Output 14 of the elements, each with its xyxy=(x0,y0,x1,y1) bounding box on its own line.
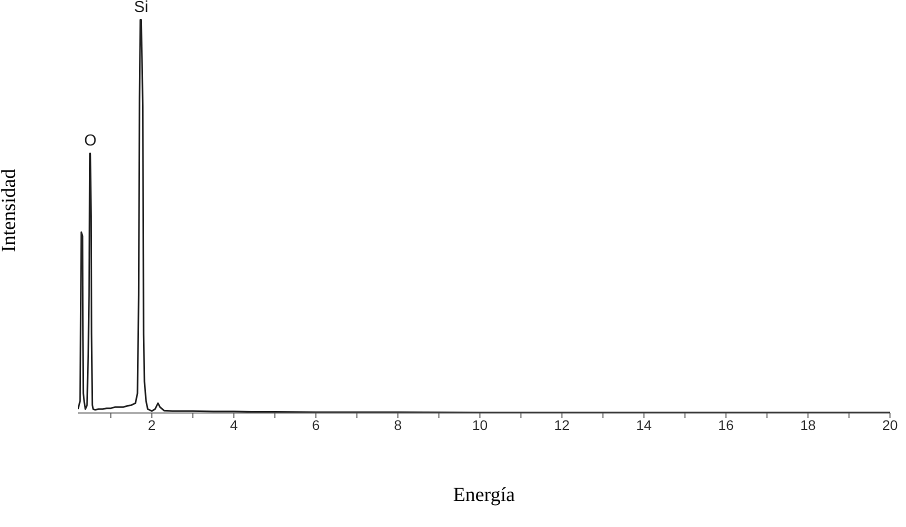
annotation: Si xyxy=(134,0,148,16)
x-tick-label: 12 xyxy=(554,416,570,433)
x-axis-title: Energía xyxy=(453,484,516,506)
x-tick-label: 16 xyxy=(718,416,734,433)
x-tick-label: 6 xyxy=(312,416,320,433)
x-tick-label: 14 xyxy=(636,416,652,433)
x-tick-label: 4 xyxy=(230,416,238,433)
y-axis-title: Intensidad xyxy=(0,168,20,252)
x-tick-label: 18 xyxy=(800,416,816,433)
x-tick-label: 20 xyxy=(882,416,898,433)
x-tick-label: 2 xyxy=(148,416,156,433)
annotation: O xyxy=(84,132,97,150)
x-tick-label: 10 xyxy=(472,416,488,433)
x-tick-label: 8 xyxy=(394,416,402,433)
